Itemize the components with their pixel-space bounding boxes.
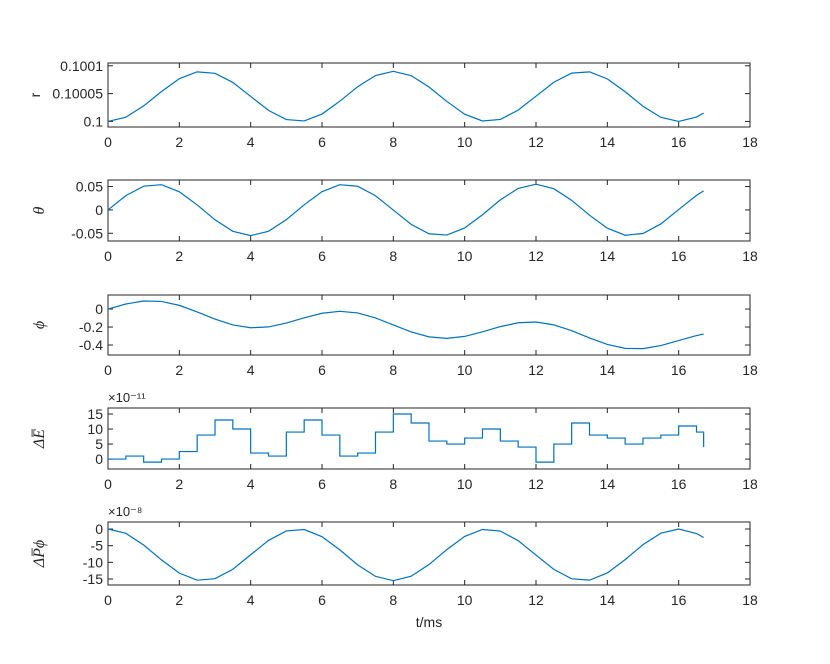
x-tick-label: 12 bbox=[528, 592, 544, 608]
y-tick-label: -0.05 bbox=[71, 225, 103, 241]
x-tick-label: 12 bbox=[528, 362, 544, 378]
y-tick-label: 10 bbox=[87, 421, 103, 437]
y-tick-label: 0.10005 bbox=[52, 86, 103, 102]
y-tick-label: 0.05 bbox=[76, 179, 103, 195]
x-tick-label: 16 bbox=[671, 362, 687, 378]
x-tick-label: 8 bbox=[389, 134, 397, 150]
x-tick-label: 10 bbox=[457, 362, 473, 378]
x-tick-label: 10 bbox=[457, 476, 473, 492]
y-tick-label: 0 bbox=[95, 202, 103, 218]
x-tick-label: 0 bbox=[104, 476, 112, 492]
y-tick-label: 0.1001 bbox=[60, 58, 103, 74]
y-tick-label: 5 bbox=[95, 436, 103, 452]
y-axis-label: ΔP̅ϕ bbox=[31, 540, 48, 568]
x-tick-label: 16 bbox=[671, 134, 687, 150]
x-tick-label: 18 bbox=[742, 476, 758, 492]
x-tick-label: 14 bbox=[600, 362, 616, 378]
x-tick-label: 4 bbox=[247, 592, 255, 608]
subplot: 0 2 4 6 8 10 12 14 16 18 -0.4 -0.2 0 ϕ bbox=[31, 294, 758, 378]
x-tick-label: 2 bbox=[175, 134, 183, 150]
x-tick-label: 2 bbox=[175, 592, 183, 608]
x-tick-label: 12 bbox=[528, 134, 544, 150]
x-tick-label: 12 bbox=[528, 476, 544, 492]
x-tick-label: 8 bbox=[389, 476, 397, 492]
x-tick-label: 18 bbox=[742, 592, 758, 608]
x-tick-label: 8 bbox=[389, 592, 397, 608]
x-tick-label: 4 bbox=[247, 134, 255, 150]
data-line bbox=[107, 300, 704, 350]
x-tick-label: 6 bbox=[318, 592, 326, 608]
axes-box bbox=[107, 62, 751, 128]
axes-box bbox=[107, 179, 751, 242]
y-tick-label: -10 bbox=[83, 554, 103, 570]
y-multiplier: ×10⁻¹¹ bbox=[108, 390, 146, 405]
x-tick-label: 14 bbox=[600, 476, 616, 492]
x-tick-label: 10 bbox=[457, 134, 473, 150]
y-tick-label: -5 bbox=[91, 538, 104, 554]
x-tick-label: 16 bbox=[671, 248, 687, 264]
x-tick-label: 8 bbox=[389, 362, 397, 378]
x-tick-label: 4 bbox=[247, 362, 255, 378]
x-tick-label: 10 bbox=[457, 248, 473, 264]
y-tick-label: -15 bbox=[83, 571, 103, 587]
y-tick-label: -0.2 bbox=[79, 319, 103, 335]
x-tick-label: 0 bbox=[104, 248, 112, 264]
x-tick-label: 12 bbox=[528, 248, 544, 264]
x-tick-label: 6 bbox=[318, 362, 326, 378]
x-tick-label: 2 bbox=[175, 476, 183, 492]
axes-box bbox=[107, 521, 751, 586]
x-tick-label: 6 bbox=[318, 476, 326, 492]
x-tick-label: 6 bbox=[318, 248, 326, 264]
x-tick-label: 14 bbox=[600, 592, 616, 608]
y-axis-label: θ bbox=[31, 206, 48, 214]
data-line bbox=[108, 413, 705, 463]
y-tick-label: -0.4 bbox=[79, 337, 103, 353]
x-tick-label: 4 bbox=[247, 476, 255, 492]
y-tick-label: 0 bbox=[95, 301, 103, 317]
subplot: 0 2 4 6 8 10 12 14 16 18 0.1 0.10005 0.1001 r bbox=[27, 58, 758, 150]
y-tick-label: 15 bbox=[87, 406, 103, 422]
y-tick-label: 0 bbox=[95, 451, 103, 467]
x-tick-label: 4 bbox=[247, 248, 255, 264]
x-tick-label: 2 bbox=[175, 362, 183, 378]
x-tick-label: 0 bbox=[104, 362, 112, 378]
y-axis-label: ϕ bbox=[31, 321, 48, 329]
x-tick-label: 2 bbox=[175, 248, 183, 264]
x-tick-label: 6 bbox=[318, 134, 326, 150]
x-tick-label: 14 bbox=[600, 134, 616, 150]
y-tick-label: 0.1 bbox=[84, 113, 104, 129]
y-multiplier: ×10⁻⁸ bbox=[108, 504, 142, 519]
x-tick-label: 0 bbox=[104, 134, 112, 150]
x-tick-label: 16 bbox=[671, 592, 687, 608]
x-tick-label: 8 bbox=[389, 248, 397, 264]
data-line bbox=[107, 183, 704, 237]
axes-box bbox=[107, 294, 751, 356]
x-tick-label: 0 bbox=[104, 592, 112, 608]
x-tick-label: 18 bbox=[742, 362, 758, 378]
y-axis-label: r bbox=[27, 92, 43, 97]
x-tick-label: 10 bbox=[457, 592, 473, 608]
x-tick-label: 18 bbox=[742, 248, 758, 264]
x-tick-label: 18 bbox=[742, 134, 758, 150]
data-line bbox=[107, 70, 704, 123]
x-axis-label: t/ms bbox=[416, 614, 442, 630]
y-axis-label: ΔE̅ bbox=[31, 429, 48, 449]
axes-box bbox=[107, 407, 751, 470]
y-tick-label: 0 bbox=[95, 521, 103, 537]
x-tick-label: 14 bbox=[600, 248, 616, 264]
data-line bbox=[107, 528, 704, 582]
x-tick-label: 16 bbox=[671, 476, 687, 492]
